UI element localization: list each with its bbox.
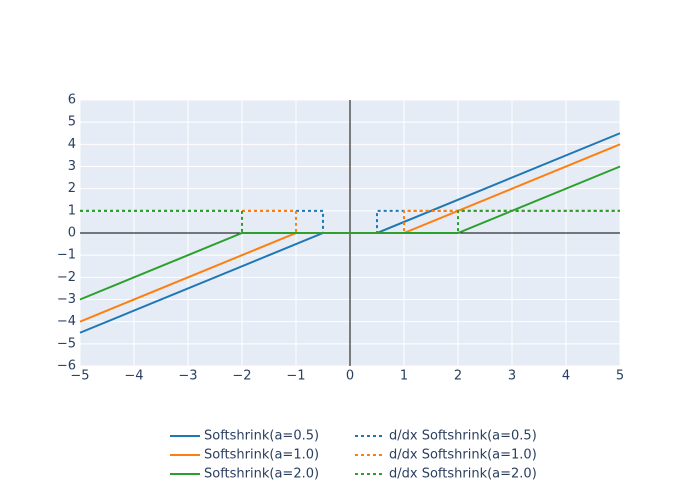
x-tick-label: −4 [124,369,143,384]
y-tick-label: 1 [68,203,76,218]
x-tick-label: −2 [232,369,251,384]
series-line [80,209,620,234]
x-tick-label: −3 [178,369,197,384]
x-tick-label: −1 [286,369,305,384]
y-tick-label: 0 [68,226,76,241]
y-tick-label: −2 [57,270,76,285]
series-line [80,209,620,234]
legend-label[interactable]: Softshrink(a=1.0) [204,448,319,463]
x-tick-label: 2 [454,369,462,384]
legend-label[interactable]: Softshrink(a=2.0) [204,467,319,482]
legend-label[interactable]: d/dx Softshrink(a=0.5) [389,429,537,444]
x-tick-label: 0 [346,369,354,384]
x-tick-label: 1 [400,369,408,384]
x-tick-label: 3 [508,369,516,384]
series-line [79,165,621,301]
y-tick-label: 6 [68,93,76,108]
legend-label[interactable]: d/dx Softshrink(a=1.0) [389,448,537,463]
y-tick-label: −3 [57,292,76,307]
y-tick-label: −5 [57,336,76,351]
y-tick-label: 4 [68,137,76,152]
y-tick-label: −4 [57,314,76,329]
x-tick-label: −5 [70,369,89,384]
x-tick-label: 4 [562,369,570,384]
x-tick-label: 5 [616,369,624,384]
legend-label[interactable]: d/dx Softshrink(a=2.0) [389,467,537,482]
y-tick-label: 2 [68,181,76,196]
y-tick-label: −1 [57,248,76,263]
y-tick-label: 5 [68,115,76,130]
y-tick-label: −6 [57,359,76,374]
y-tick-label: 3 [68,159,76,174]
legend-label[interactable]: Softshrink(a=0.5) [204,429,319,444]
